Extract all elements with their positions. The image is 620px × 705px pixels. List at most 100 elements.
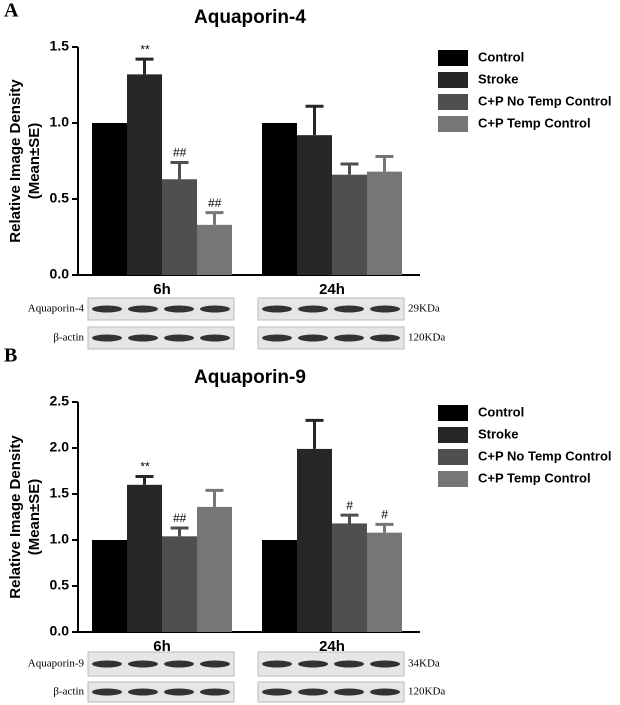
blot-band bbox=[262, 660, 292, 668]
blot-band bbox=[370, 688, 400, 696]
y-tick-label: 0.5 bbox=[50, 190, 70, 206]
blot-band bbox=[262, 305, 292, 313]
blot-band bbox=[200, 688, 230, 696]
significance-label: ** bbox=[140, 42, 150, 56]
bar bbox=[262, 123, 297, 275]
bar bbox=[297, 448, 332, 632]
blot-band bbox=[334, 660, 364, 668]
blot-band bbox=[164, 660, 194, 668]
blot-band bbox=[334, 334, 364, 342]
bar bbox=[127, 484, 162, 632]
x-tick-label: 6h bbox=[153, 281, 171, 298]
bar bbox=[297, 135, 332, 275]
blot-membrane bbox=[87, 681, 235, 703]
blot-size: 120KDa bbox=[408, 686, 445, 698]
bar bbox=[162, 179, 197, 275]
error-bar bbox=[205, 488, 224, 507]
blot-band bbox=[370, 334, 400, 342]
error-bar bbox=[135, 475, 154, 485]
blot-band bbox=[92, 688, 122, 696]
bar bbox=[262, 540, 297, 632]
legend-swatch bbox=[438, 449, 468, 465]
blot-band bbox=[334, 688, 364, 696]
blot-band bbox=[128, 334, 158, 342]
legend-swatch bbox=[438, 427, 468, 443]
legend-swatch bbox=[438, 471, 468, 487]
y-tick-label: 0.5 bbox=[50, 577, 70, 593]
y-tick-label: 1.5 bbox=[50, 485, 70, 501]
legend-label: Control bbox=[478, 49, 524, 64]
legend-swatch bbox=[438, 116, 468, 132]
legend-swatch bbox=[438, 405, 468, 421]
blot-size: 29KDa bbox=[408, 303, 440, 315]
blot-band bbox=[298, 688, 328, 696]
significance-label: ## bbox=[173, 511, 187, 525]
blot-label: β-actin bbox=[53, 332, 84, 344]
blot-band bbox=[334, 305, 364, 313]
blot-band bbox=[128, 660, 158, 668]
blot-band bbox=[200, 305, 230, 313]
error-bar bbox=[305, 418, 324, 449]
legend-label: Stroke bbox=[478, 426, 518, 441]
y-tick-label: 2.5 bbox=[50, 393, 70, 409]
legend-label: C+P Temp Control bbox=[478, 115, 591, 130]
legend-swatch bbox=[438, 72, 468, 88]
blot-band bbox=[298, 660, 328, 668]
y-tick-label: 0.0 bbox=[50, 266, 70, 282]
blot-band bbox=[298, 305, 328, 313]
y-tick-label: 1.5 bbox=[50, 38, 70, 54]
blot-size: 120KDa bbox=[408, 332, 445, 344]
blot-membrane bbox=[257, 681, 405, 703]
blot-band bbox=[262, 334, 292, 342]
bar bbox=[127, 74, 162, 275]
significance-label: ## bbox=[208, 196, 222, 210]
bar bbox=[332, 523, 367, 632]
blot-band bbox=[128, 305, 158, 313]
bar bbox=[92, 540, 127, 632]
blot-membrane bbox=[87, 297, 235, 321]
error-bar bbox=[375, 522, 394, 533]
x-tick-label: 24h bbox=[319, 281, 345, 298]
blot-label: Aquaporin-4 bbox=[28, 303, 85, 315]
bar bbox=[332, 174, 367, 275]
blot-size: 34KDa bbox=[408, 658, 440, 670]
blot-band bbox=[262, 688, 292, 696]
error-bar bbox=[205, 211, 224, 225]
blot-band bbox=[92, 334, 122, 342]
error-bar bbox=[135, 57, 154, 75]
legend-label: Control bbox=[478, 404, 524, 419]
blot-band bbox=[164, 334, 194, 342]
bar bbox=[367, 532, 402, 632]
y-axis-label: (Mean±SE) bbox=[26, 123, 43, 200]
blot-membrane bbox=[87, 326, 235, 350]
blot-band bbox=[128, 688, 158, 696]
panel-letter: A bbox=[4, 0, 19, 22]
panel-letter: B bbox=[4, 345, 17, 367]
x-tick-label: 24h bbox=[319, 638, 345, 655]
blot-band bbox=[92, 660, 122, 668]
blot-band bbox=[164, 305, 194, 313]
blot-band bbox=[164, 688, 194, 696]
blot-band bbox=[298, 334, 328, 342]
chart-title: Aquaporin-9 bbox=[194, 367, 306, 388]
error-bar bbox=[375, 154, 394, 172]
blot-band bbox=[200, 660, 230, 668]
legend-label: C+P Temp Control bbox=[478, 470, 591, 485]
y-tick-label: 2.0 bbox=[50, 439, 70, 455]
y-tick-label: 1.0 bbox=[50, 531, 70, 547]
blot-band bbox=[370, 660, 400, 668]
blot-label: β-actin bbox=[53, 686, 84, 698]
bar bbox=[367, 171, 402, 275]
blot-band bbox=[200, 334, 230, 342]
y-axis-label: (Mean±SE) bbox=[26, 479, 43, 556]
error-bar bbox=[170, 161, 189, 180]
significance-label: ** bbox=[140, 460, 150, 474]
legend-label: C+P No Temp Control bbox=[478, 448, 612, 463]
bar bbox=[92, 123, 127, 275]
legend-label: C+P No Temp Control bbox=[478, 93, 612, 108]
chart-title: Aquaporin-4 bbox=[194, 7, 306, 28]
y-axis-label: Relative Image Density bbox=[7, 435, 24, 599]
bar bbox=[162, 536, 197, 632]
legend-label: Stroke bbox=[478, 71, 518, 86]
significance-label: # bbox=[381, 508, 388, 522]
